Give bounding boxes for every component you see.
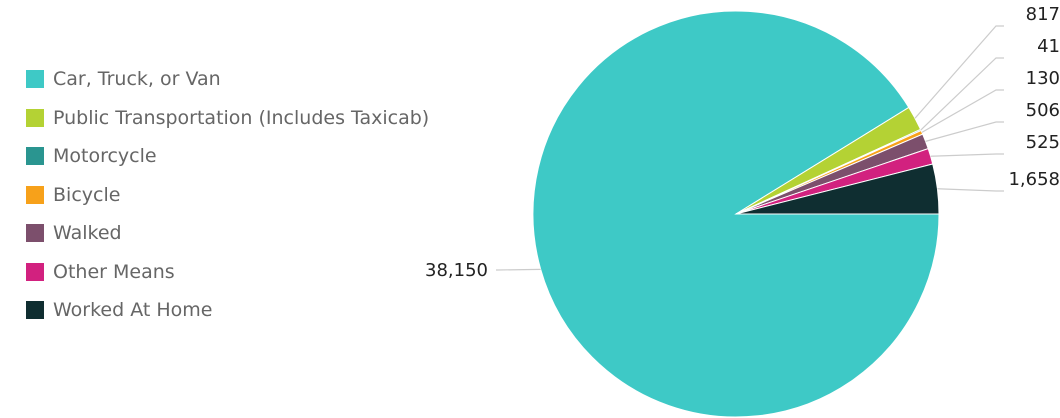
leader-line (920, 57, 1004, 131)
legend-label: Other Means (53, 260, 175, 283)
legend-swatch (26, 301, 44, 320)
legend-label: Worked At Home (53, 299, 213, 322)
data-label: 38,150 (425, 260, 488, 281)
leader-line (937, 188, 1004, 192)
leader-line (496, 268, 541, 271)
data-label: 1,658 (1008, 169, 1060, 190)
legend-swatch (26, 147, 44, 166)
legend-swatch (26, 185, 44, 204)
data-label: 130 (1026, 68, 1060, 89)
data-label: 41 (1037, 36, 1060, 57)
data-label: 525 (1026, 132, 1060, 153)
legend-item-walked[interactable]: Walked (26, 214, 429, 253)
legend-label: Walked (53, 222, 122, 245)
legend-label: Car, Truck, or Van (53, 68, 221, 91)
legend-item-public-transportation[interactable]: Public Transportation (Includes Taxicab) (26, 99, 429, 138)
legend-item-motorcycle[interactable]: Motorcycle (26, 137, 429, 176)
data-label: 506 (1026, 100, 1060, 121)
legend-label: Bicycle (53, 183, 121, 206)
legend-item-worked-at-home[interactable]: Worked At Home (26, 291, 429, 330)
legend-swatch (26, 108, 44, 127)
legend-item-car-truck-van[interactable]: Car, Truck, or Van (26, 60, 429, 99)
legend-swatch (26, 262, 44, 281)
leader-line (925, 121, 1004, 142)
legend-label: Public Transportation (Includes Taxicab) (53, 106, 430, 129)
leader-line (930, 153, 1004, 157)
chart-legend: Car, Truck, or Van Public Transportation… (26, 60, 429, 330)
legend-swatch (26, 70, 44, 89)
legend-swatch (26, 224, 44, 243)
legend-item-other-means[interactable]: Other Means (26, 253, 429, 292)
leader-line (914, 25, 1004, 119)
legend-label: Motorcycle (53, 145, 157, 168)
pie-slice[interactable] (735, 163, 940, 215)
leader-line (921, 89, 1004, 133)
legend-item-bicycle[interactable]: Bicycle (26, 176, 429, 215)
data-label: 817 (1026, 4, 1060, 25)
